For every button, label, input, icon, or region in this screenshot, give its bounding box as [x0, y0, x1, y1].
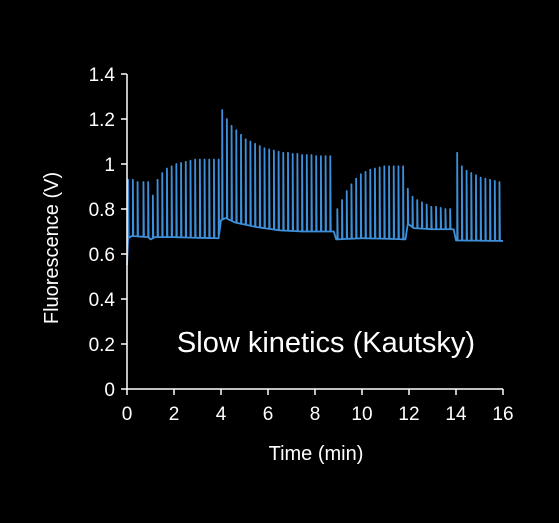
x-tick-label: 8 [310, 404, 321, 425]
y-tick-label: 1 [104, 155, 115, 176]
x-tick-label: 12 [398, 404, 419, 425]
x-tick-label: 14 [445, 404, 467, 425]
y-tick-label: 1.2 [89, 110, 115, 131]
labels-layer: 0 0.2 0.4 0.6 0.8 1 1.2 1.4 0 2 4 6 8 10 12 14 16 [89, 65, 514, 425]
x-tick-label: 4 [216, 404, 227, 425]
x-tick-label: 16 [492, 404, 513, 425]
x-axis-title: Time (min) [269, 443, 364, 465]
y-tick-label: 0 [104, 380, 115, 401]
y-tick-label: 0.6 [89, 245, 115, 266]
y-tick-label: 1.4 [89, 65, 116, 86]
y-tick-label: 0.8 [89, 200, 115, 221]
y-tick-label: 0.2 [89, 335, 115, 356]
y-axis-title: Fluorescence (V) [41, 172, 63, 324]
fluorescence-series-line [126, 109, 504, 266]
chart-annotation: Slow kinetics (Kautsky) [177, 327, 475, 359]
x-tick-label: 0 [122, 404, 133, 425]
axes-layer [121, 73, 504, 395]
y-tick-label: 0.4 [89, 290, 116, 311]
x-tick-label: 10 [351, 404, 372, 425]
series-layer [126, 109, 504, 266]
x-tick-label: 2 [169, 404, 180, 425]
x-tick-label: 6 [263, 404, 274, 425]
